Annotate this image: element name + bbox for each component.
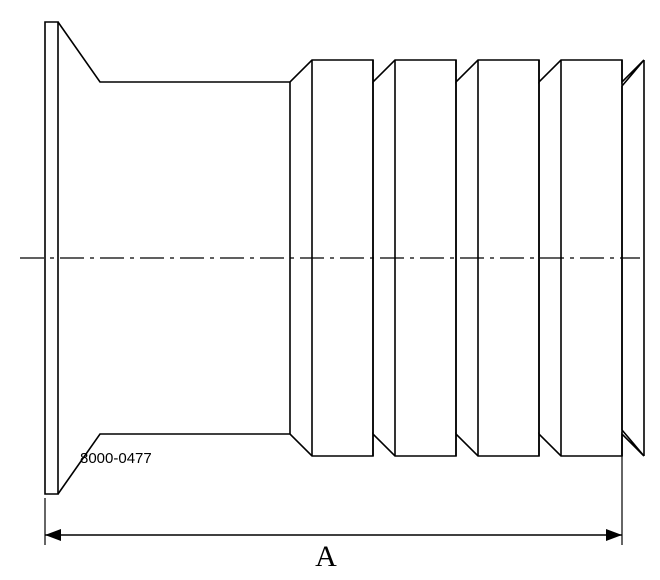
arrowhead-right-icon [606, 529, 622, 541]
profile-top [58, 22, 644, 86]
arrowhead-left-icon [45, 529, 61, 541]
part-number-label: 8000-0477 [80, 450, 152, 467]
dimension-a-label: A [315, 540, 337, 573]
